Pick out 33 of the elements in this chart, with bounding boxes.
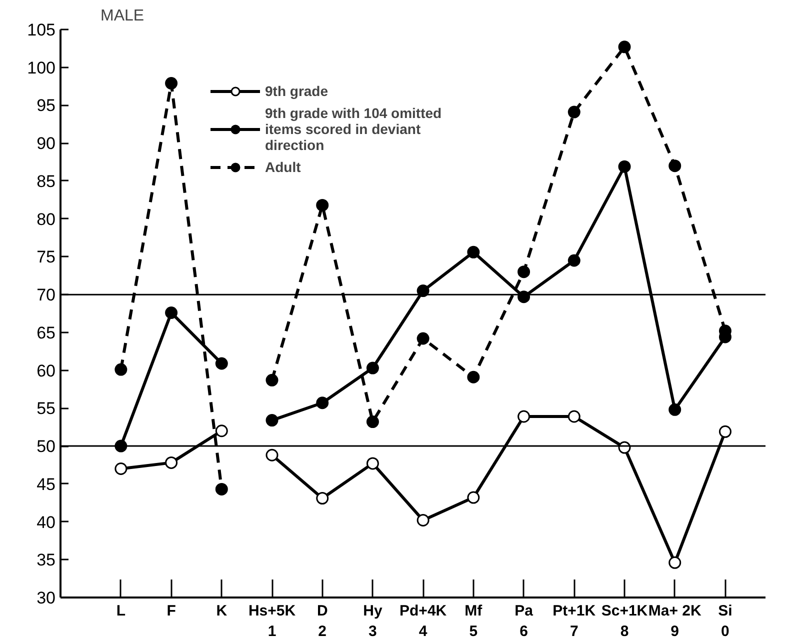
x-tick-label: Pt+1K 7 (552, 602, 596, 640)
y-tick-label: 75 (36, 248, 56, 267)
legend-label: Adult (265, 159, 301, 175)
y-tick-label: 55 (36, 399, 56, 418)
y-tick-label: 45 (36, 474, 56, 494)
x-tick-label: K (216, 602, 228, 620)
x-tick-label: Pa 6 (514, 602, 534, 640)
chart-title: MALE (100, 8, 144, 24)
x-tick-label: Hs+5K 1 (248, 602, 296, 640)
y-tick-label: 100 (27, 58, 56, 78)
x-tick-label: Sc+1K 8 (601, 602, 648, 640)
y-tick-label: 85 (36, 172, 56, 191)
y-tick-label: 35 (36, 550, 56, 570)
x-tick-label: Ma+ 2K 9 (648, 602, 702, 640)
x-tick-label: Si 0 (718, 602, 732, 640)
y-tick-label: 90 (36, 134, 56, 154)
y-tick-label: 60 (36, 361, 56, 380)
x-tick-label: Pd+4K 4 (400, 602, 447, 640)
y-tick-label: 40 (36, 512, 56, 532)
y-tick-label: 70 (36, 286, 56, 305)
legend-label: 9th grade (265, 83, 328, 99)
x-tick-label: Mf 5 (464, 602, 484, 640)
y-tick-label: 50 (36, 437, 56, 456)
legend-label: 9th grade with 104 omitted items scored in deviant direction (265, 105, 442, 153)
x-tick-label: D 2 (316, 602, 328, 640)
x-tick-label: F (166, 602, 176, 620)
y-tick-label: 80 (36, 210, 56, 229)
y-tick-label: 65 (36, 323, 56, 342)
x-tick-label: Hy 3 (363, 602, 383, 640)
x-tick-label: L (116, 602, 126, 620)
y-tick-label: 30 (36, 588, 56, 608)
y-tick-label: 95 (36, 96, 56, 116)
y-tick-label: 105 (27, 20, 56, 40)
